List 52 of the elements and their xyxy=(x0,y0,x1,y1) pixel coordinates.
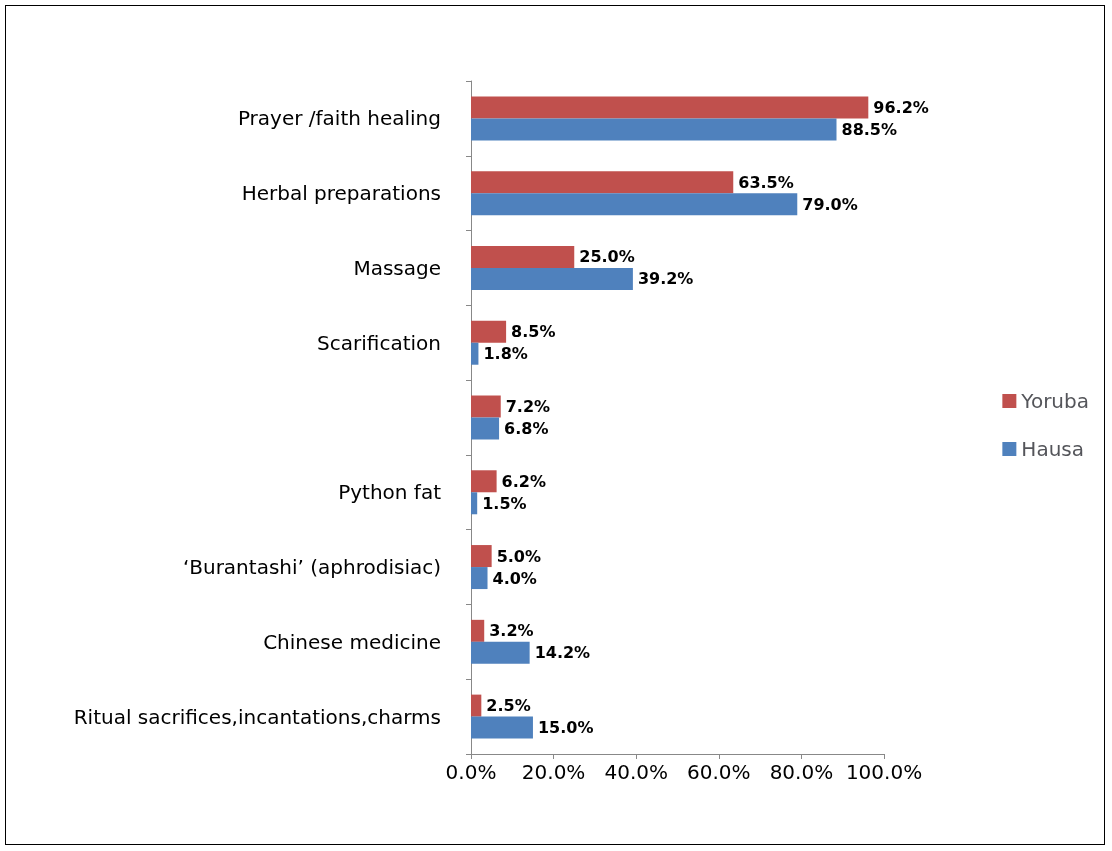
x-tick-label: 80.0% xyxy=(769,760,834,784)
data-label: 2.5% xyxy=(486,696,531,716)
x-tick-label: 0.0% xyxy=(445,760,497,784)
bar xyxy=(471,716,533,739)
data-label: 96.2% xyxy=(873,97,929,117)
data-label: 7.2% xyxy=(505,397,551,416)
data-label: 14.2% xyxy=(534,643,591,663)
y-tick-label: Prayer /faith healing xyxy=(237,106,441,131)
bar xyxy=(471,641,530,664)
bar xyxy=(471,567,488,590)
y-tick-label: Ritual sacrifices,incantations,charms xyxy=(73,704,441,729)
legend-label: Hausa xyxy=(1021,437,1085,461)
x-tick-label: 100.0% xyxy=(845,760,923,784)
data-label: 1.5% xyxy=(482,493,527,513)
bar xyxy=(471,342,479,365)
bar xyxy=(471,470,497,493)
data-label: 79.0% xyxy=(802,194,858,214)
bar xyxy=(471,694,482,717)
data-label: 63.5% xyxy=(738,172,794,192)
y-tick-label: ‘Burantashi’ (aphrodisiac) xyxy=(182,555,441,580)
data-label: 39.2% xyxy=(637,269,694,289)
data-label: 6.2% xyxy=(501,471,546,491)
y-tick-label: Herbal preparations xyxy=(241,181,441,206)
data-label: 5.0% xyxy=(496,546,542,566)
bar xyxy=(471,320,507,343)
bar xyxy=(471,171,734,194)
data-label: 15.0% xyxy=(537,718,594,738)
data-label: 1.8% xyxy=(483,344,528,364)
y-tick-label: Massage xyxy=(353,255,441,280)
data-label: 6.8% xyxy=(504,419,549,438)
bar xyxy=(471,492,478,515)
bar xyxy=(471,118,837,141)
bar xyxy=(471,96,869,119)
data-label: 25.0% xyxy=(579,247,635,267)
bar xyxy=(471,245,575,268)
legend-label: Yoruba xyxy=(1020,389,1090,413)
bar xyxy=(471,545,492,568)
x-tick-label: 20.0% xyxy=(521,760,586,784)
bar xyxy=(471,267,633,290)
x-tick-label: 40.0% xyxy=(604,760,668,784)
bar xyxy=(471,193,798,216)
data-label: 4.0% xyxy=(492,568,537,588)
data-label: 88.5% xyxy=(841,119,898,139)
data-label: 8.5% xyxy=(511,322,556,342)
bar xyxy=(471,417,500,440)
bar xyxy=(471,395,501,418)
y-tick-label: Scarification xyxy=(317,330,441,355)
data-label: 3.2% xyxy=(489,621,534,641)
y-tick-label: Python fat xyxy=(338,480,442,505)
bar xyxy=(471,619,485,642)
y-tick-label: Chinese medicine xyxy=(263,629,441,654)
x-tick-label: 60.0% xyxy=(687,760,751,784)
